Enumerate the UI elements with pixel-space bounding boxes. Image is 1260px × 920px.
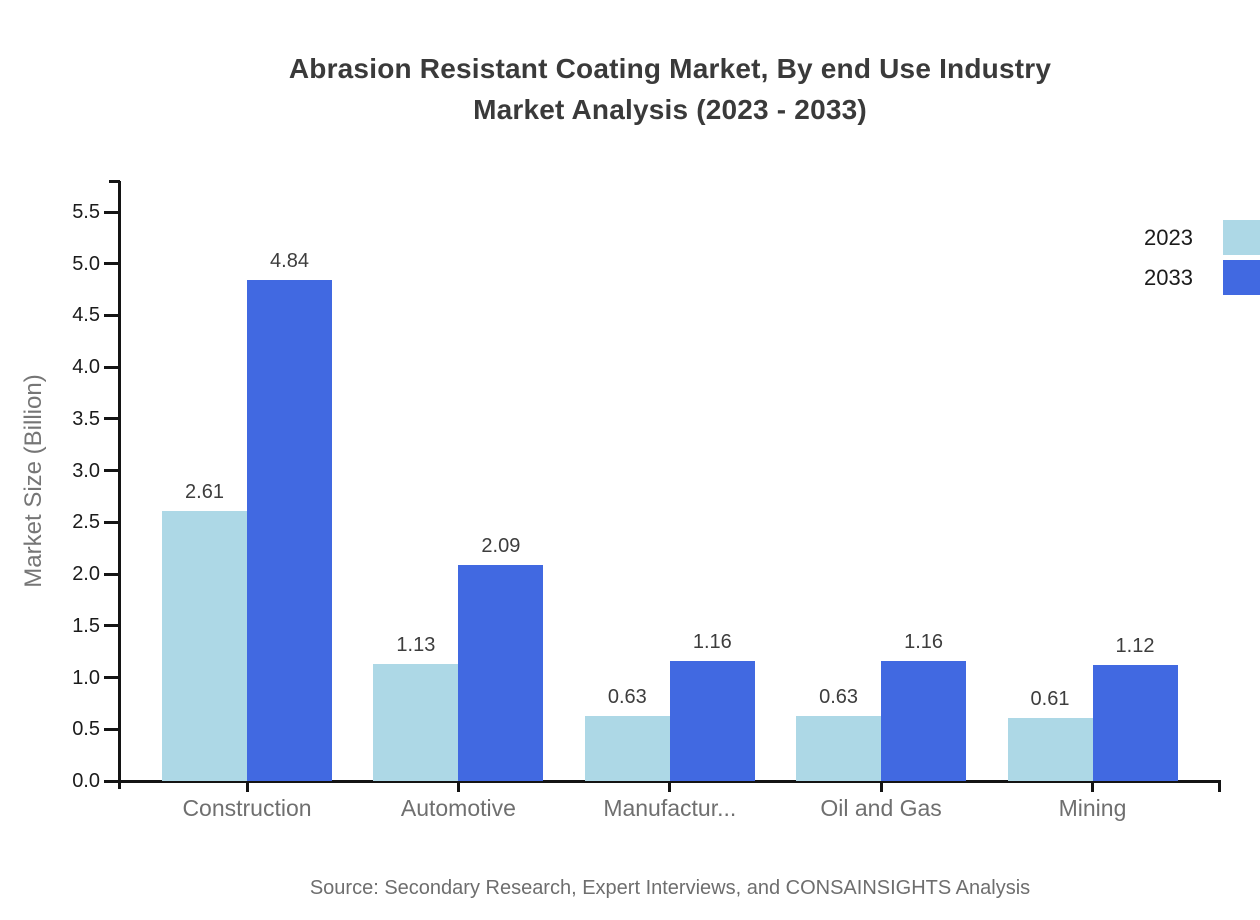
value-label-2033-oil-and-gas: 1.16 bbox=[904, 630, 944, 653]
bar-2033-construction[interactable] bbox=[247, 280, 332, 781]
y-tick-label-1.0: 1.0 bbox=[72, 666, 100, 689]
source-note: Source: Secondary Research, Expert Inter… bbox=[309, 877, 1031, 899]
legend-swatch-2033[interactable] bbox=[1223, 260, 1260, 295]
value-label-2023-construction: 2.61 bbox=[185, 480, 224, 503]
y-tick-label-3.0: 3.0 bbox=[72, 459, 100, 482]
value-label-2023-automotive: 1.13 bbox=[396, 634, 436, 657]
legend-label-2023[interactable]: 2023 bbox=[1144, 225, 1193, 250]
bar-2033-oil-and-gas[interactable] bbox=[881, 660, 967, 781]
x-tick-mark-construction bbox=[245, 783, 249, 792]
y-tick-mark-2.0 bbox=[104, 572, 118, 576]
value-label-2033-automotive: 2.09 bbox=[481, 534, 521, 557]
y-tick-label-3.5: 3.5 bbox=[72, 407, 100, 430]
y-tick-label-1.5: 1.5 bbox=[72, 614, 100, 637]
x-tick-mark-manufactur bbox=[668, 783, 672, 792]
bar-2033-manufactur[interactable] bbox=[669, 660, 755, 781]
y-tick-mark-4.5 bbox=[104, 313, 118, 317]
chart-title-line2: Market Analysis (2023 - 2033) bbox=[473, 94, 867, 125]
y-tick-mark-1.5 bbox=[104, 624, 118, 628]
y-tick-label-0.0: 0.0 bbox=[72, 770, 100, 792]
value-label-2023-oil-and-gas: 0.63 bbox=[819, 685, 859, 708]
chart-title-line1: Abrasion Resistant Coating Market, By en… bbox=[288, 53, 1052, 84]
y-tick-mark-3.0 bbox=[104, 469, 118, 473]
y-tick-mark-2.5 bbox=[104, 520, 118, 524]
y-tick-mark-5.5 bbox=[104, 210, 118, 214]
bar-2023-manufactur[interactable] bbox=[584, 715, 670, 781]
value-label-2033-manufactur: 1.16 bbox=[692, 630, 732, 653]
value-label-2023-manufactur: 0.63 bbox=[607, 685, 647, 708]
y-tick-mark-5.0 bbox=[104, 262, 118, 266]
x-category-label-construction: Construction bbox=[182, 795, 312, 821]
x-axis-line bbox=[118, 780, 1221, 783]
y-tick-mark-3.5 bbox=[104, 417, 118, 421]
y-tick-label-0.5: 0.5 bbox=[72, 718, 100, 741]
value-label-2033-construction: 4.84 bbox=[270, 250, 309, 273]
legend-swatch-2023[interactable] bbox=[1223, 220, 1260, 255]
y-tick-label-4.0: 4.0 bbox=[72, 356, 100, 379]
bar-2033-automotive[interactable] bbox=[458, 564, 544, 781]
y-axis-line bbox=[118, 181, 121, 789]
y-tick-mark-1.0 bbox=[104, 676, 118, 680]
y-tick-mark-0.0 bbox=[104, 779, 118, 783]
x-category-label-automotive: Automotive bbox=[400, 795, 516, 821]
x-axis-end-cap-tick bbox=[1218, 783, 1221, 792]
y-tick-label-4.5: 4.5 bbox=[72, 304, 100, 327]
y-axis-top-cap-tick bbox=[109, 180, 120, 183]
x-category-label-oil-and-gas: Oil and Gas bbox=[820, 795, 942, 821]
x-category-label-mining: Mining bbox=[1058, 795, 1127, 821]
value-label-2033-mining: 1.12 bbox=[1115, 635, 1155, 658]
legend-label-2033[interactable]: 2033 bbox=[1144, 265, 1193, 290]
bar-2033-mining[interactable] bbox=[1092, 665, 1178, 781]
chart-title: Abrasion Resistant Coating Market, By en… bbox=[120, 48, 1220, 130]
y-tick-mark-4.0 bbox=[104, 365, 118, 369]
x-tick-mark-automotive bbox=[456, 783, 460, 792]
bar-2023-oil-and-gas[interactable] bbox=[796, 715, 882, 781]
y-tick-label-2.0: 2.0 bbox=[72, 563, 100, 586]
y-tick-label-5.0: 5.0 bbox=[72, 252, 100, 275]
x-category-label-manufactur: Manufactur... bbox=[603, 795, 737, 821]
bar-2023-automotive[interactable] bbox=[373, 664, 459, 781]
bar-2023-construction[interactable] bbox=[162, 510, 247, 781]
value-label-2023-mining: 0.61 bbox=[1030, 687, 1070, 710]
bar-2023-mining[interactable] bbox=[1007, 717, 1093, 781]
x-tick-mark-mining bbox=[1091, 783, 1094, 792]
x-tick-mark-oil-and-gas bbox=[879, 783, 883, 792]
y-tick-mark-0.5 bbox=[104, 727, 118, 731]
y-tick-label-2.5: 2.5 bbox=[72, 511, 100, 534]
y-tick-label-5.5: 5.5 bbox=[72, 201, 100, 224]
